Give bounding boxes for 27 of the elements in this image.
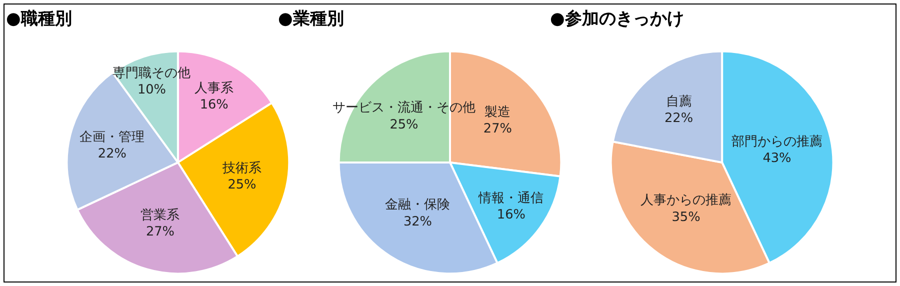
data-label: 22% [664,111,694,126]
slice-label: 部門からの推薦 [731,134,822,150]
data-label: 32% [403,214,432,230]
chart-title: ●業種別 [278,9,344,29]
chart-title: ●参加のきっかけ [550,9,684,29]
slice-label: 営業系 [140,208,180,223]
slice-label: 技術系 [221,160,262,176]
slice-label: 自薦 [666,94,692,110]
data-label: 10% [137,82,166,98]
data-label: 35% [672,210,700,225]
slice-label: 人事からの推薦 [640,193,732,208]
data-label: 43% [762,151,792,166]
slice-label: 人事系 [194,81,234,96]
data-label: 25% [228,178,256,193]
slice-label: サービス・流通・その他 [332,100,476,116]
slice-label: 製造 [484,104,511,120]
data-label: 27% [483,121,512,136]
data-label: 25% [390,117,418,132]
slice-label: 企画・管理 [80,130,145,145]
data-label: 27% [146,224,174,240]
data-label: 16% [200,98,228,113]
slice-label: 情報・通信 [478,190,544,206]
data-label: 22% [98,146,126,162]
slice-label: 金融・保険 [385,198,450,213]
slice-label: 専門職その他 [112,66,191,81]
chart-title: ●職種別 [6,9,72,29]
data-label: 16% [496,208,526,223]
